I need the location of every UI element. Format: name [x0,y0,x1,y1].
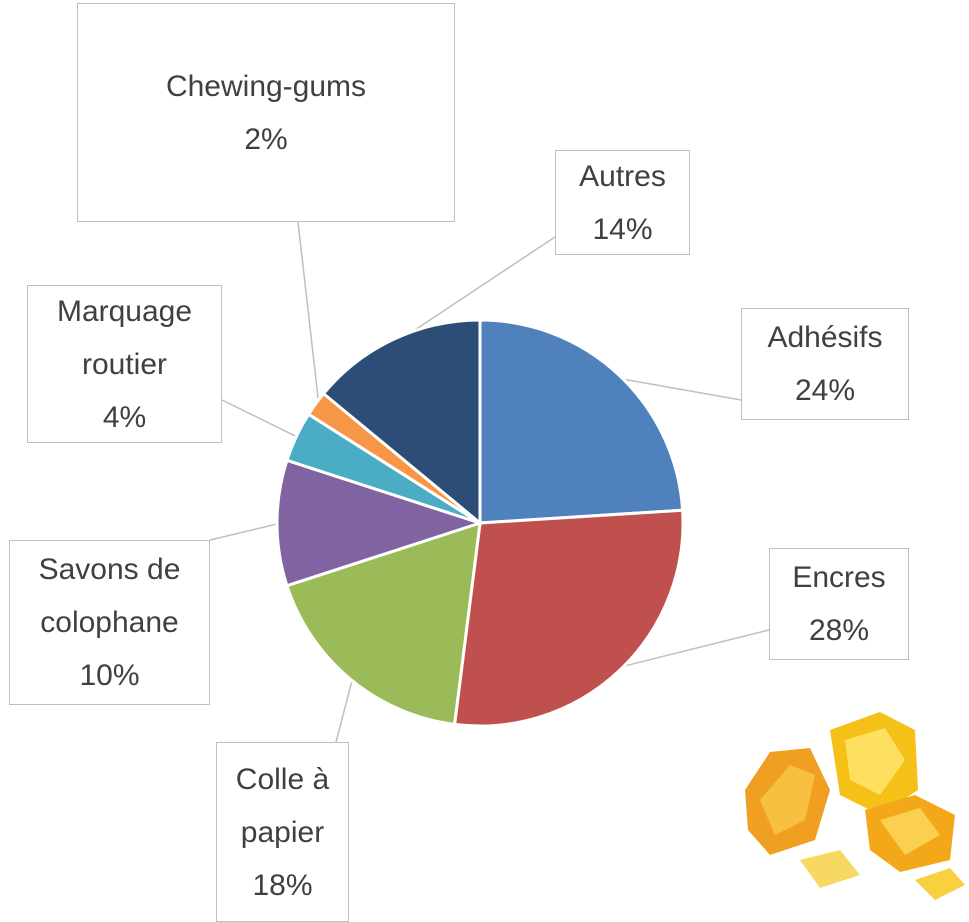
data-label-text: Encres 28% [792,551,885,657]
leader-line [210,523,281,540]
data-label: Marquage routier 4% [27,285,222,443]
value-label: 2% [244,123,287,156]
value-label: 14% [592,213,652,246]
data-label: Encres 28% [769,548,909,660]
value-label: 10% [79,659,139,692]
data-label-text: Adhésifs 24% [767,311,882,417]
value-label: 18% [252,869,312,902]
value-label: 24% [795,374,855,407]
leader-line [298,222,319,406]
category-label: Encres [792,561,885,594]
data-label-text: Autres 14% [579,150,666,256]
pie-slice [455,510,683,726]
page: {"chart_data": {"type": "pie", "categori… [0,0,969,908]
data-label-text: Marquage routier 4% [32,285,217,444]
category-label: Chewing-gums [166,70,366,103]
data-label-text: Savons de colophane 10% [14,543,205,702]
data-label: Colle à papier 18% [216,742,349,922]
category-label: Autres [579,160,666,193]
amber-image [745,712,965,900]
category-label: Colle à papier [236,763,329,849]
data-label: Adhésifs 24% [741,308,909,420]
leader-line [336,676,353,742]
category-label: Adhésifs [767,321,882,354]
pie-slice [480,320,683,523]
data-label-text: Chewing-gums 2% [166,60,366,166]
data-label-text: Colle à papier 18% [221,753,344,912]
category-label: Marquage routier [57,295,192,381]
data-label: Autres 14% [555,150,690,255]
category-label: Savons de colophane [39,553,181,639]
value-label: 4% [103,401,146,434]
value-label: 28% [809,614,869,647]
leader-line [222,400,300,438]
data-label: Savons de colophane 10% [9,540,210,705]
data-label: Chewing-gums 2% [77,3,455,222]
